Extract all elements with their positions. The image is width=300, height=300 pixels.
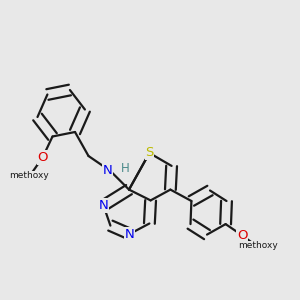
Text: H: H xyxy=(120,161,129,175)
Text: O: O xyxy=(37,151,48,164)
Text: N: N xyxy=(125,227,134,241)
Text: N: N xyxy=(99,199,108,212)
Text: O: O xyxy=(237,229,248,242)
Text: N: N xyxy=(103,164,112,178)
Text: S: S xyxy=(145,146,154,160)
Text: methoxy: methoxy xyxy=(9,171,48,180)
Text: methoxy: methoxy xyxy=(238,242,278,250)
